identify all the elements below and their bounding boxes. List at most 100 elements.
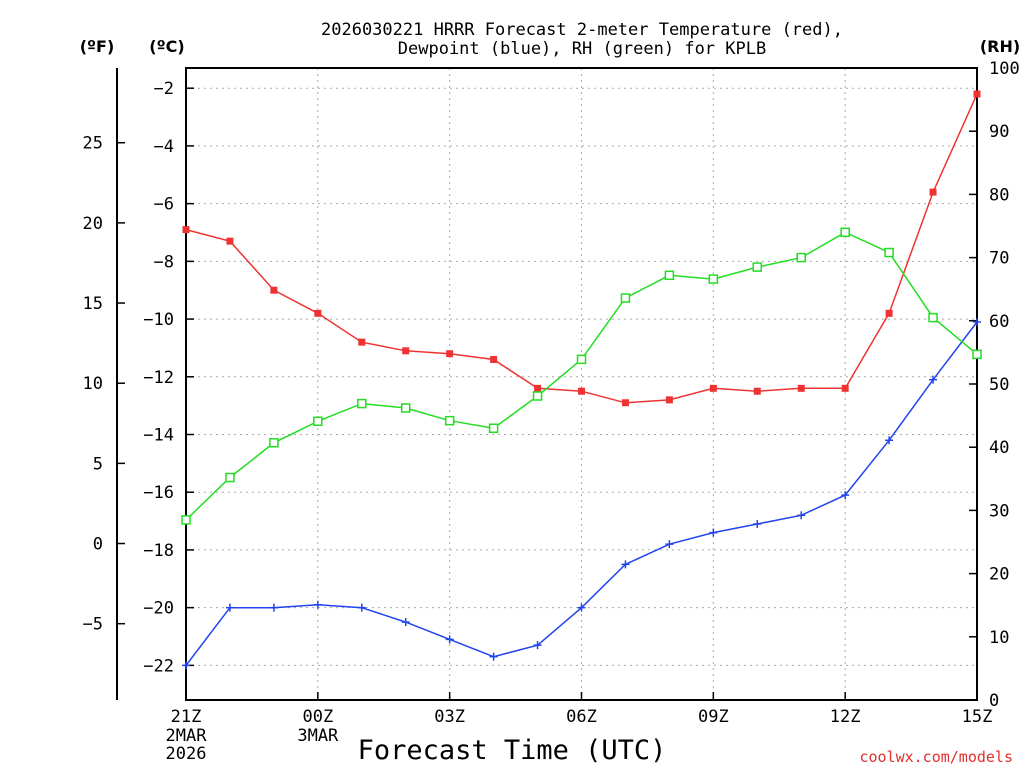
c-tick-label: −16 xyxy=(143,483,174,503)
c-tick-label: −20 xyxy=(143,599,174,619)
f-ticks-group: 25 20 15 10 5 0 −5 xyxy=(83,134,125,635)
dewpoint-point xyxy=(841,491,850,500)
rh-tick-label: 0 xyxy=(989,691,999,711)
c-tick-label: −22 xyxy=(143,656,174,676)
rh-point xyxy=(488,423,499,433)
rh-tick-label: 100 xyxy=(989,59,1020,79)
x-tick-label: 06Z xyxy=(566,707,597,727)
f-tick-label: 20 xyxy=(83,214,103,234)
temperature-point xyxy=(753,387,761,395)
f-tick-label: 25 xyxy=(83,134,103,154)
rh-tick-label: 60 xyxy=(989,312,1009,332)
rh-point xyxy=(796,252,806,263)
rh-point xyxy=(400,403,411,413)
temperature-point xyxy=(797,384,805,392)
rh-point xyxy=(225,472,235,483)
dewpoint-point xyxy=(401,618,410,627)
f-tick-label: −5 xyxy=(83,615,103,635)
temperature-point xyxy=(182,226,190,234)
rh-point xyxy=(752,262,763,272)
rh-tick-label: 30 xyxy=(989,501,1009,521)
dewpoint-point xyxy=(489,652,498,661)
rh-point xyxy=(972,349,982,360)
f-tick-label: 0 xyxy=(93,535,103,555)
rh-point xyxy=(532,391,543,401)
dewpoint-point xyxy=(709,528,718,537)
c-tick-label: −18 xyxy=(143,541,174,561)
rh-point xyxy=(269,438,279,448)
dewpoint-point xyxy=(973,317,981,326)
temperature-point xyxy=(973,90,981,98)
unit-c-label: (ºC) xyxy=(149,37,184,56)
temperature-point xyxy=(314,309,322,317)
rh-tick-label: 50 xyxy=(989,375,1009,395)
temperature-point xyxy=(270,286,278,294)
c-tick-label: −2 xyxy=(154,79,174,99)
rh-tick-label: 90 xyxy=(989,122,1009,142)
x-axis-title: Forecast Time (UTC) xyxy=(358,735,667,766)
series-group xyxy=(181,90,982,670)
rh-point xyxy=(840,227,850,238)
rh-tick-label: 40 xyxy=(989,438,1009,458)
temperature-point xyxy=(578,387,585,395)
dewpoint-point xyxy=(445,635,454,644)
rh-point xyxy=(313,416,323,427)
temperature-point xyxy=(665,396,673,404)
x-tick-label: 12Z xyxy=(830,707,861,727)
unit-rh-label: (RH) xyxy=(980,37,1020,56)
temperature-point xyxy=(709,384,717,392)
rh-point xyxy=(664,270,675,281)
rh-point xyxy=(357,398,367,409)
rh-point xyxy=(884,247,894,258)
x-tick-year-label: 2026 xyxy=(166,744,207,764)
c-tick-label: −4 xyxy=(154,137,174,157)
x-tick-label: 03Z xyxy=(434,707,465,727)
temperature-point xyxy=(885,309,893,317)
temperature-point xyxy=(841,384,849,392)
plot-frame xyxy=(185,67,978,701)
dewpoint-line xyxy=(185,321,978,666)
dewpoint-point xyxy=(533,641,542,650)
temperature-point xyxy=(929,188,937,196)
temperature-point xyxy=(490,355,498,363)
temperature-point xyxy=(534,384,542,392)
x-tick-date-label: 2MAR xyxy=(166,726,208,746)
rh-tick-label: 10 xyxy=(989,628,1009,648)
f-tick-label: 15 xyxy=(83,294,103,314)
f-tick-label: 5 xyxy=(93,454,103,474)
chart-title-line1: 2026030221 HRRR Forecast 2-meter Tempera… xyxy=(321,20,843,40)
dewpoint-point xyxy=(357,603,366,612)
temperature-point xyxy=(358,338,366,346)
temperature-point xyxy=(621,399,629,407)
c-tick-label: −10 xyxy=(143,310,174,330)
x-tick-label: 15Z xyxy=(962,707,993,727)
dewpoint-point xyxy=(885,436,894,445)
f-tick-label: 10 xyxy=(83,374,103,394)
rh-tick-label: 80 xyxy=(989,185,1009,205)
dewpoint-point xyxy=(929,375,938,384)
dewpoint-point xyxy=(225,603,234,612)
credit-text: coolwx.com/models xyxy=(859,748,1013,766)
dewpoint-point xyxy=(577,603,586,612)
unit-f-label: (ºF) xyxy=(80,37,115,56)
dewpoint-point xyxy=(753,519,762,528)
rh-point xyxy=(576,354,587,365)
c-tick-label: −8 xyxy=(154,252,174,272)
x-tick-date-label: 3MAR xyxy=(297,726,339,746)
chart-title-line2: Dewpoint (blue), RH (green) for KPLB xyxy=(398,39,766,59)
rh-point xyxy=(620,293,631,303)
rh-ticks-group: 0 10 20 30 40 50 60 70 80 90 100 xyxy=(969,59,1020,711)
rh-tick-label: 20 xyxy=(989,565,1009,585)
c-tick-label: −14 xyxy=(143,426,174,446)
x-tick-label: 00Z xyxy=(302,707,333,727)
dewpoint-point xyxy=(665,540,674,549)
c-ticks-group: −2 −4 −6 −8 −10 −12 −14 −16 −18 −20 −22 xyxy=(143,79,194,676)
rh-point xyxy=(181,515,191,525)
dewpoint-point xyxy=(797,511,806,520)
temperature-point xyxy=(226,237,234,245)
c-tick-label: −12 xyxy=(143,368,174,388)
rh-point xyxy=(708,274,719,284)
rh-point xyxy=(444,415,455,426)
dewpoint-point xyxy=(182,661,190,670)
